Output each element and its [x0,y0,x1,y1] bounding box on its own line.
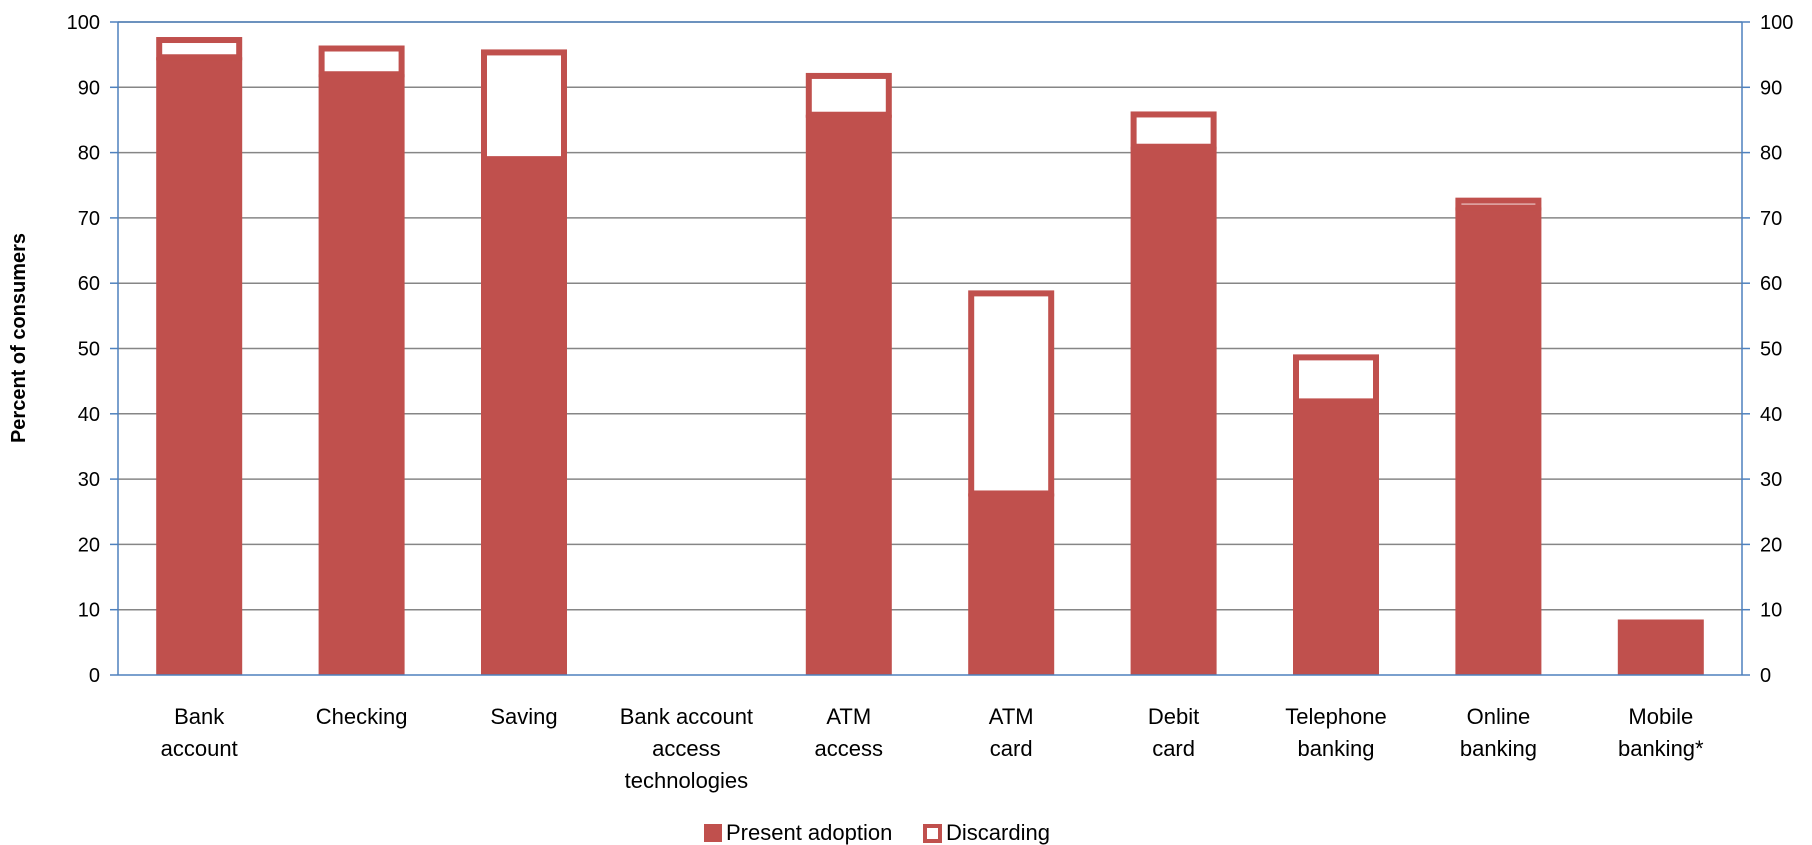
y-right-tick-label: 40 [1760,404,1782,426]
legend-swatch-discarding [923,824,942,843]
category-label-line: Bank [174,704,225,729]
y-left-tick-label: 100 [67,12,100,34]
category-label: Bank account access technologies [620,704,753,793]
category-label: Debit card [1148,704,1199,761]
y-right-tick-label: 100 [1760,12,1793,34]
category-label-line: ATM [989,704,1034,729]
bar-present-adoption [318,74,405,676]
category-label: Telephone banking [1285,704,1387,761]
y-left-tick-label: 0 [89,665,100,687]
bar-discarding [1455,197,1542,211]
y-left-tick-label: 90 [78,77,100,99]
category-label-line: Telephone [1285,704,1387,729]
x-axis-category-labels: Bank account Checking Saving Bank account acc… [161,704,1704,793]
y-right-tick-label: 70 [1760,208,1782,230]
category-label: Online banking [1460,704,1537,761]
bar-discarding [805,72,892,118]
y-axis-title: Percent of consumers [8,233,30,443]
bar-discarding [1293,354,1379,405]
legend-swatch-present-adoption [704,824,722,842]
y-left-tick-label: 50 [78,339,100,361]
bars [156,37,1704,676]
bar-discarding [481,49,567,163]
category-label-line: Bank account [620,704,753,729]
bar-present-adoption [1130,146,1217,675]
category-label-line: banking* [1618,736,1704,761]
y-left-tick-label: 30 [78,469,100,491]
category-label-line: ATM [826,704,871,729]
category-label-line: technologies [625,768,749,793]
legend-label-present-adoption: Present adoption [726,820,892,845]
bar-present-adoption [1293,401,1379,675]
legend: Present adoption Discarding [704,820,1050,845]
y-left-tick-label: 60 [78,273,100,295]
bar-present-adoption [1455,207,1542,675]
category-label-line: Online [1467,704,1531,729]
category-label-line: Saving [490,704,557,729]
y-right-tick-label: 20 [1760,534,1782,556]
y-left-tick-label: 10 [78,600,100,622]
category-label-line: access [815,736,883,761]
category-label-line: account [161,736,238,761]
category-label: Checking [316,704,408,729]
y-right-tick-label: 30 [1760,469,1782,491]
bar-discarding [156,37,243,61]
bar-discarding [1130,111,1217,150]
y-left-tick-label: 20 [78,534,100,556]
category-label: Mobile banking* [1618,704,1704,761]
bar-discarding [968,290,1055,497]
category-label: ATM access [815,704,883,761]
y-right-tick-label: 50 [1760,339,1782,361]
category-label: Bank account [161,704,238,761]
category-label: ATM card [989,704,1034,761]
category-label: Saving [490,704,557,729]
category-label-line: Mobile [1628,704,1693,729]
category-label-line: access [652,736,720,761]
y-right-tick-label: 10 [1760,600,1782,622]
y-right-tick-label: 80 [1760,143,1782,165]
bar-present-adoption [805,114,892,675]
y-left-tick-label: 70 [78,208,100,230]
y-axis-left-ticks: 0 10 20 30 40 50 60 70 80 90 100 [67,12,100,687]
y-left-tick-label: 40 [78,404,100,426]
bar-present-adoption [968,493,1055,675]
category-label-line: banking [1460,736,1537,761]
axes [110,21,1750,676]
y-right-tick-label: 60 [1760,273,1782,295]
category-label-line: card [1152,736,1195,761]
y-left-tick-label: 80 [78,143,100,165]
bar-present-adoption [156,57,243,675]
bar-present-adoption [481,159,567,675]
category-label-line: card [990,736,1033,761]
legend-label-discarding: Discarding [946,820,1050,845]
bar-discarding [318,45,405,78]
category-label-line: banking [1297,736,1374,761]
bar-present-adoption [1617,619,1704,675]
y-right-tick-label: 0 [1760,665,1771,687]
category-label-line: Checking [316,704,408,729]
y-axis-right-ticks: 0 10 20 30 40 50 60 70 80 90 100 [1760,12,1793,687]
category-label-line: Debit [1148,704,1199,729]
y-right-tick-label: 90 [1760,77,1782,99]
